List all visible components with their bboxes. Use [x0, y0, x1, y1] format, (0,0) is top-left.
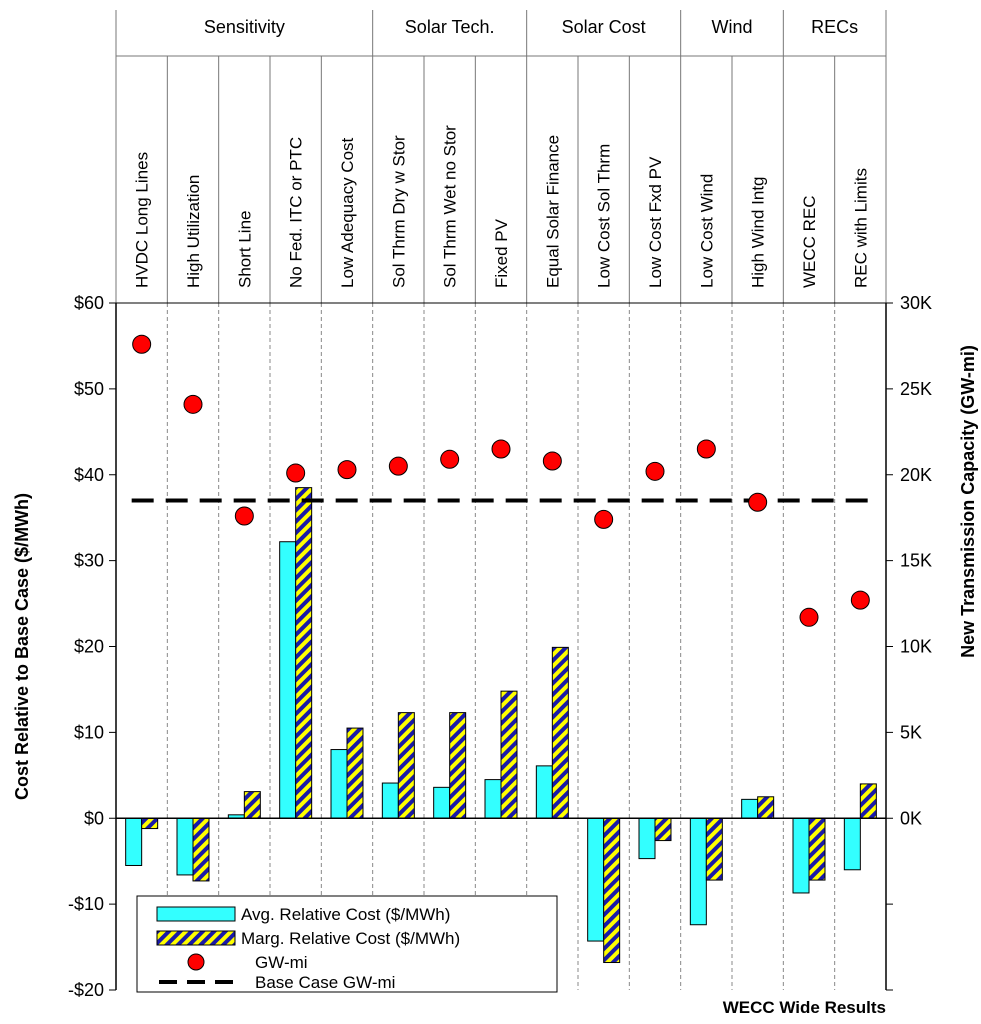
right-tick-label: 20K — [900, 465, 932, 485]
avg-cost-bar — [176, 817, 194, 876]
gw-mi-point — [542, 451, 562, 471]
marg-cost-bar — [654, 817, 672, 842]
avg-cost-bar — [587, 817, 605, 942]
gw-mi-point — [132, 334, 152, 354]
right-tick-label: 15K — [900, 551, 932, 571]
category-label: Sol Thrm Dry w Stor — [389, 135, 408, 288]
left-tick-label: $0 — [84, 808, 104, 828]
group-label: Solar Tech. — [405, 17, 495, 37]
marg-cost-bar — [603, 817, 621, 964]
right-tick-label: 25K — [900, 379, 932, 399]
gw-mi-point — [234, 506, 254, 526]
group-label: Solar Cost — [562, 17, 646, 37]
right-tick-label: 5K — [900, 722, 922, 742]
avg-cost-bar — [381, 782, 399, 819]
legend-label-marg: Marg. Relative Cost ($/MWh) — [241, 929, 460, 948]
gw-mi-point — [337, 460, 357, 480]
marg-cost-bar — [243, 791, 261, 819]
group-label: Wind — [711, 17, 752, 37]
left-tick-label: $60 — [74, 293, 104, 313]
left-tick-label: $40 — [74, 465, 104, 485]
marg-cost-bar — [500, 690, 518, 819]
gw-mi-point — [440, 449, 460, 469]
avg-cost-bar — [125, 817, 143, 866]
gw-mi-point — [850, 590, 870, 610]
category-label: Fixed PV — [492, 218, 511, 288]
right-tick-label: 30K — [900, 293, 932, 313]
left-axis-title: Cost Relative to Base Case ($/MWh) — [12, 493, 32, 800]
left-tick-label: $20 — [74, 637, 104, 657]
group-label: RECs — [811, 17, 858, 37]
marg-cost-bar — [757, 796, 775, 819]
avg-cost-bar — [638, 817, 656, 860]
gw-mi-point — [183, 394, 203, 414]
gw-mi-point — [799, 607, 819, 627]
marg-cost-bar — [192, 817, 210, 882]
legend-swatch-avg — [156, 906, 236, 922]
gw-mi-point — [286, 463, 306, 483]
gw-mi-point — [491, 439, 511, 459]
category-label: High Wind Intg — [749, 177, 768, 289]
category-label: No Fed. ITC or PTC — [287, 137, 306, 288]
legend-label-gw: GW-mi — [255, 953, 308, 972]
marg-cost-bar — [705, 817, 723, 881]
group-label: Sensitivity — [204, 17, 285, 37]
avg-cost-bar — [535, 765, 553, 819]
avg-cost-bar — [843, 817, 861, 871]
avg-cost-bar — [279, 541, 297, 819]
marg-cost-bar — [295, 487, 313, 819]
category-label: Low Cost Sol Thrm — [595, 144, 614, 288]
marg-cost-bar — [397, 712, 415, 819]
left-tick-label: -$20 — [68, 980, 104, 1000]
avg-cost-bar — [330, 749, 348, 819]
category-label: Low Cost Wind — [697, 174, 716, 288]
category-label: Short Line — [235, 211, 254, 289]
gw-mi-point — [645, 461, 665, 481]
avg-cost-bar — [484, 779, 502, 819]
marg-cost-bar — [859, 783, 877, 819]
left-tick-label: -$10 — [68, 894, 104, 914]
right-tick-label: 0K — [900, 808, 922, 828]
category-label: Low Cost Fxd PV — [646, 156, 665, 288]
gw-mi-point — [748, 492, 768, 512]
legend-swatch-marg — [156, 930, 236, 946]
gw-mi-point — [388, 456, 408, 476]
category-label: REC with Limits — [851, 168, 870, 288]
avg-cost-bar — [792, 817, 810, 894]
category-label: Sol Thrm Wet no Stor — [441, 125, 460, 288]
left-tick-label: $10 — [74, 722, 104, 742]
marg-cost-bar — [346, 727, 364, 819]
marg-cost-bar — [141, 817, 159, 830]
legend-marker-gw — [187, 953, 205, 971]
marg-cost-bar — [449, 712, 467, 819]
category-label: Equal Solar Finance — [543, 135, 562, 288]
footer-title: WECC Wide Results — [723, 998, 886, 1017]
left-tick-label: $50 — [74, 379, 104, 399]
right-tick-label: 10K — [900, 637, 932, 657]
left-tick-label: $30 — [74, 551, 104, 571]
marg-cost-bar — [808, 817, 826, 881]
avg-cost-bar — [741, 798, 759, 819]
gw-mi-point — [594, 509, 614, 529]
category-label: HVDC Long Lines — [133, 152, 152, 288]
category-label: High Utilization — [184, 175, 203, 288]
marg-cost-bar — [551, 646, 569, 819]
avg-cost-bar — [689, 817, 707, 926]
avg-cost-bar — [433, 786, 451, 819]
right-axis-title: New Transmission Capacity (GW-mi) — [958, 345, 978, 658]
category-label: WECC REC — [800, 195, 819, 288]
legend-label-avg: Avg. Relative Cost ($/MWh) — [241, 905, 450, 924]
gw-mi-point — [696, 439, 716, 459]
legend-label-base: Base Case GW-mi — [255, 973, 395, 992]
category-label: Low Adequacy Cost — [338, 137, 357, 288]
